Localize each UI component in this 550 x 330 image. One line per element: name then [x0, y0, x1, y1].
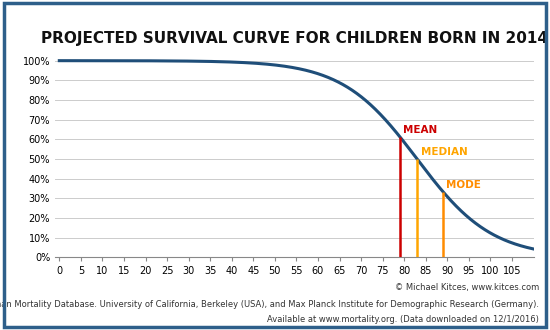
Text: MEAN: MEAN — [403, 125, 438, 135]
Text: MODE: MODE — [447, 180, 481, 190]
Title: PROJECTED SURVIVAL CURVE FOR CHILDREN BORN IN 2014: PROJECTED SURVIVAL CURVE FOR CHILDREN BO… — [41, 31, 548, 46]
Text: Source: Human Mortality Database. University of California, Berkeley (USA), and : Source: Human Mortality Database. Univer… — [0, 300, 539, 309]
Text: Available at www.mortality.org. (Data downloaded on 12/1/2016): Available at www.mortality.org. (Data do… — [267, 315, 539, 324]
Text: © Michael Kitces, www.kitces.com: © Michael Kitces, www.kitces.com — [395, 283, 539, 292]
Text: MEDIAN: MEDIAN — [421, 147, 468, 157]
